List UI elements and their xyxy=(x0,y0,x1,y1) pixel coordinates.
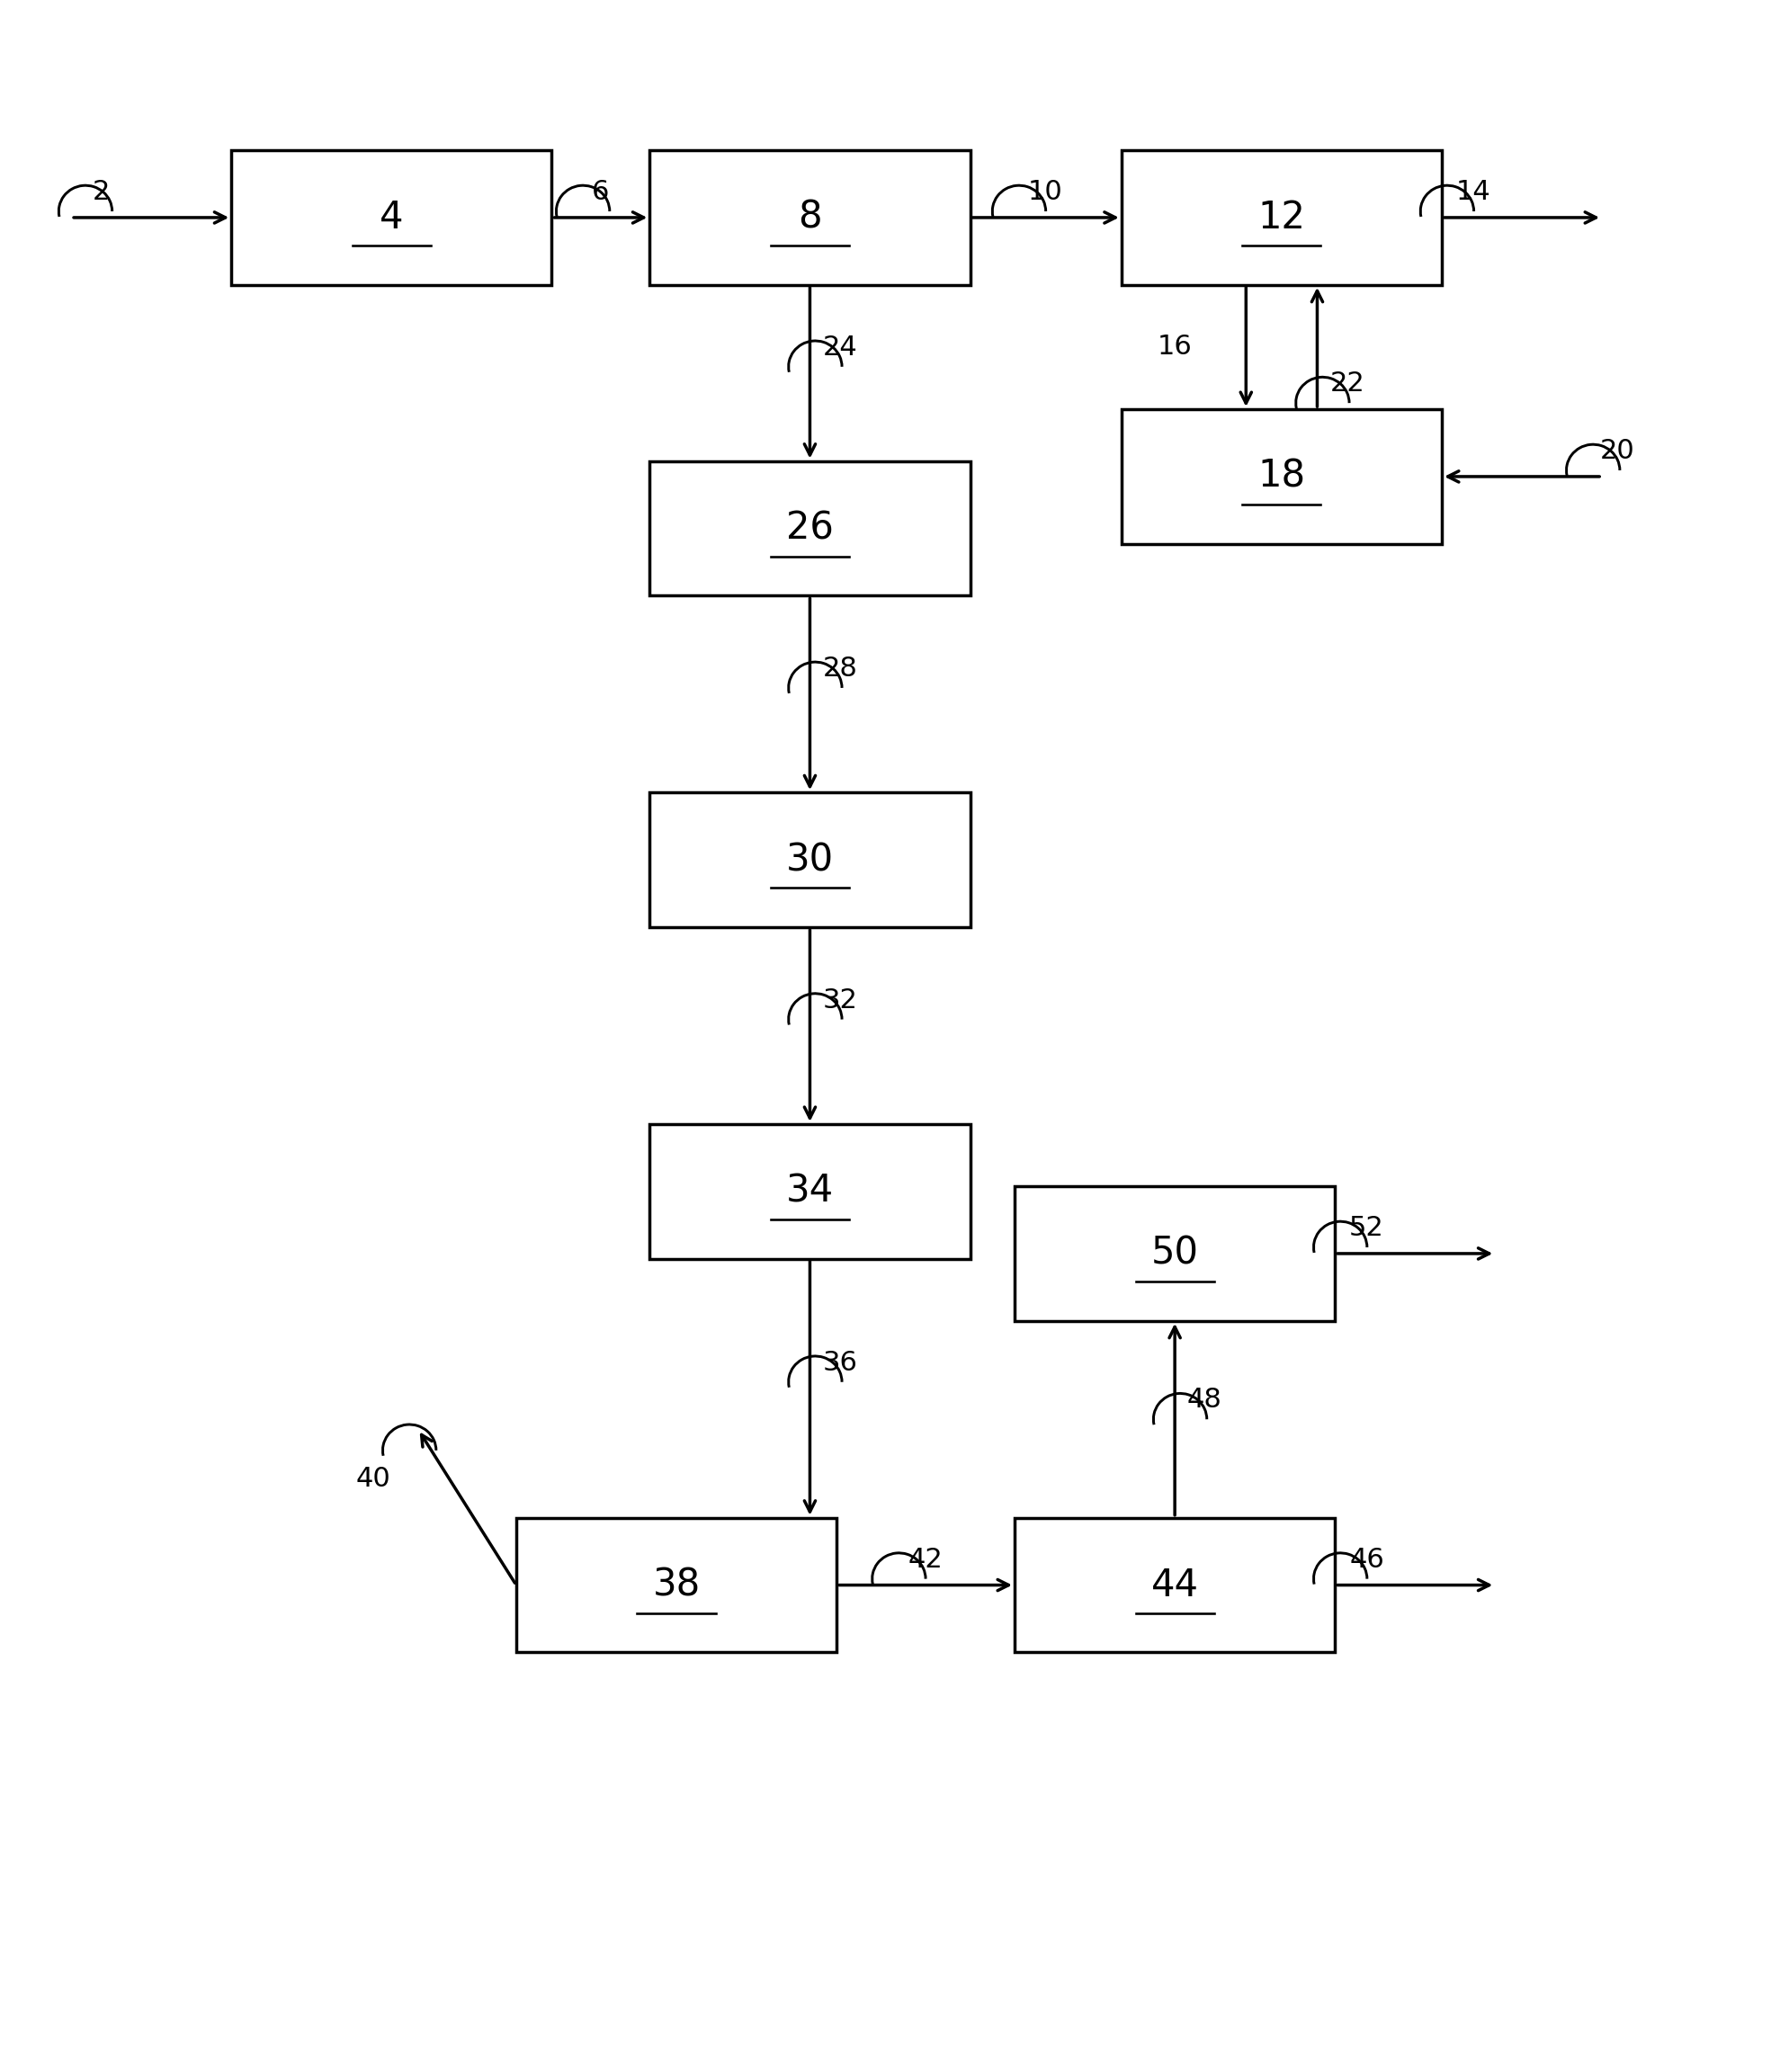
Text: 20: 20 xyxy=(1600,437,1636,464)
Bar xyxy=(650,794,970,928)
Text: 22: 22 xyxy=(1330,371,1365,398)
Text: 28: 28 xyxy=(822,655,858,682)
Text: 26: 26 xyxy=(787,510,833,547)
Text: 30: 30 xyxy=(787,841,833,879)
Bar xyxy=(516,1517,837,1653)
Text: 44: 44 xyxy=(1152,1566,1198,1604)
Bar xyxy=(1015,1517,1335,1653)
Text: 36: 36 xyxy=(822,1349,858,1376)
Bar xyxy=(231,151,552,286)
Text: 52: 52 xyxy=(1349,1214,1385,1241)
Text: 24: 24 xyxy=(822,334,858,361)
Text: 4: 4 xyxy=(379,199,404,236)
Text: 12: 12 xyxy=(1258,199,1305,236)
Bar xyxy=(1121,410,1442,545)
Text: 18: 18 xyxy=(1258,458,1305,495)
Text: 40: 40 xyxy=(356,1465,392,1492)
Text: 48: 48 xyxy=(1187,1386,1223,1413)
Bar xyxy=(1015,1185,1335,1322)
Text: 46: 46 xyxy=(1349,1546,1385,1573)
Bar xyxy=(650,151,970,286)
Text: 8: 8 xyxy=(797,199,822,236)
Text: 2: 2 xyxy=(93,178,110,205)
Bar xyxy=(650,1123,970,1260)
Text: 10: 10 xyxy=(1029,178,1063,205)
Bar xyxy=(650,460,970,597)
Text: 50: 50 xyxy=(1152,1235,1198,1272)
Text: 6: 6 xyxy=(593,178,609,205)
Text: 38: 38 xyxy=(653,1566,700,1604)
Bar xyxy=(1121,151,1442,286)
Text: 14: 14 xyxy=(1456,178,1492,205)
Text: 42: 42 xyxy=(908,1546,943,1573)
Text: 16: 16 xyxy=(1157,334,1193,361)
Text: 34: 34 xyxy=(787,1173,833,1210)
Text: 32: 32 xyxy=(822,986,858,1013)
